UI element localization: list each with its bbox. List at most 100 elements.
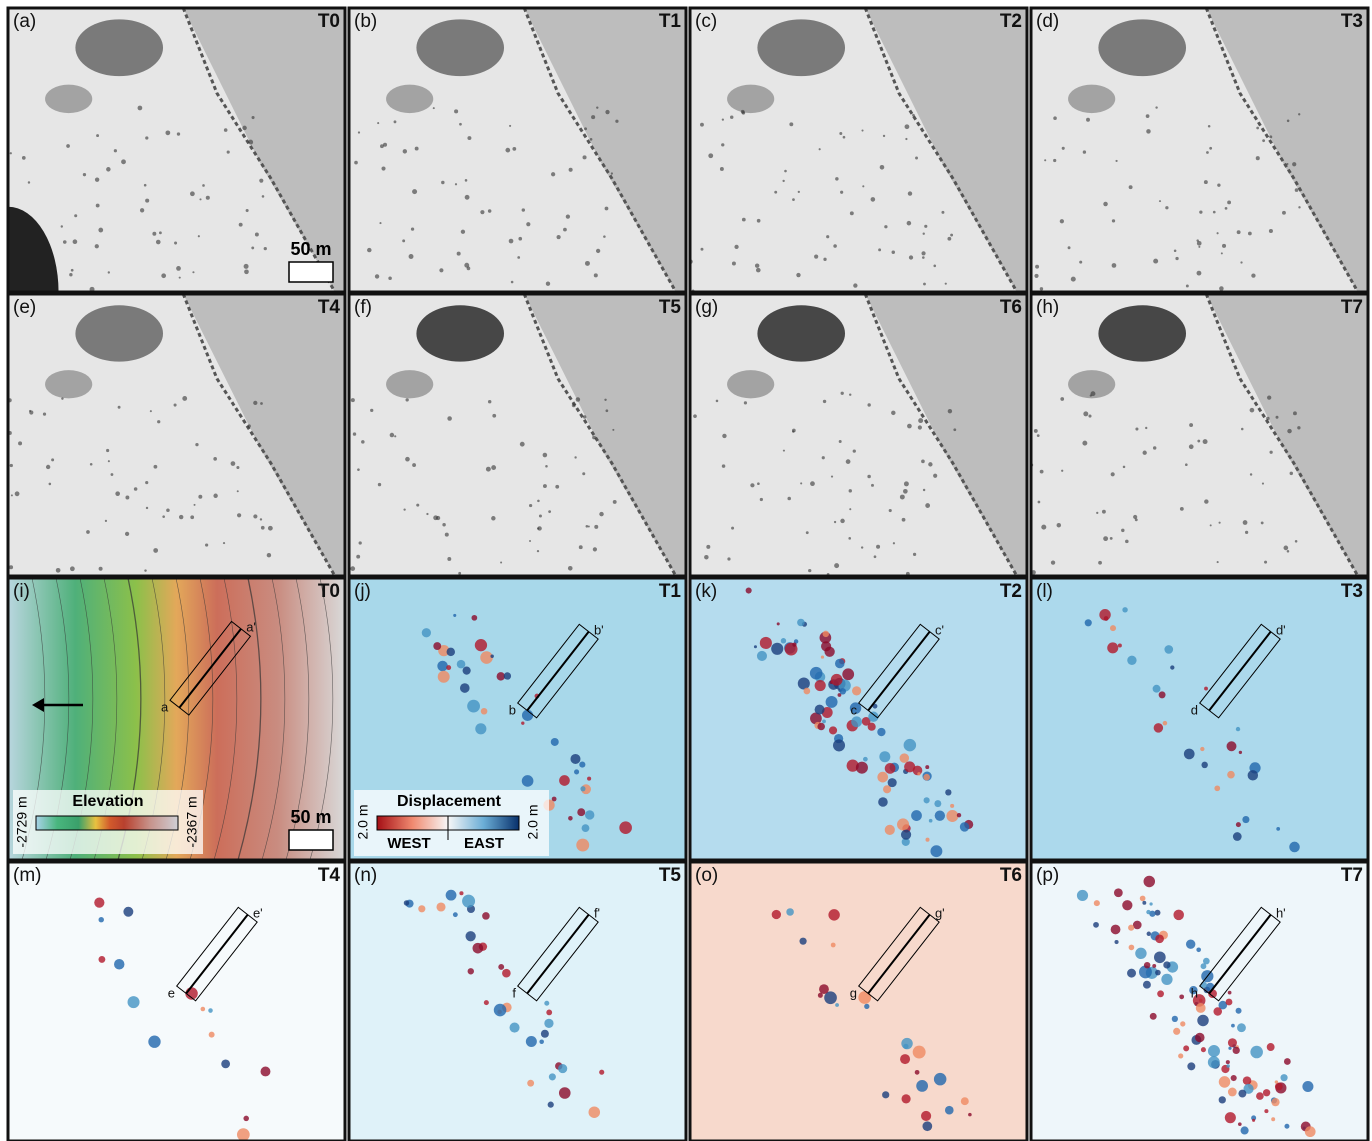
boulder: [354, 160, 358, 165]
displacement-patch: [911, 810, 922, 821]
boulder: [1175, 256, 1179, 261]
boulder: [1224, 206, 1228, 210]
boulder: [741, 217, 746, 222]
boulder: [867, 403, 871, 407]
rock-outcrop: [727, 84, 775, 114]
boulder: [604, 398, 607, 401]
panel-image: [1031, 8, 1368, 292]
panel-label: (g): [695, 297, 718, 318]
displacement-patch: [828, 726, 838, 735]
boulder: [612, 499, 617, 504]
boulder: [903, 488, 908, 494]
boulder: [1098, 560, 1102, 565]
displacement-patch: [756, 650, 768, 661]
displacement-patch: [1238, 1089, 1247, 1098]
boulder: [242, 125, 247, 131]
boulder: [923, 282, 926, 286]
displacement-patch: [934, 810, 946, 821]
displacement-patch: [574, 769, 580, 775]
displacement-patch: [1152, 684, 1161, 693]
boulder: [1292, 162, 1297, 167]
profile: [516, 623, 599, 719]
displacement-patch: [855, 761, 868, 774]
boulder: [402, 149, 408, 154]
displacement-patch: [864, 1003, 870, 1010]
displacement-patch: [912, 1045, 926, 1059]
displacement-patch: [950, 803, 955, 808]
boulder: [845, 459, 851, 464]
boulder: [117, 405, 121, 409]
displacement-patch: [459, 683, 470, 693]
displacement-patch: [809, 666, 823, 680]
boulder: [18, 441, 23, 446]
displacement-patch: [1256, 1092, 1264, 1100]
boulder: [791, 428, 796, 433]
boulder: [1039, 287, 1044, 291]
boulder: [519, 441, 525, 447]
boulder: [226, 150, 230, 154]
panel-label: (j): [354, 581, 371, 602]
displacement-patch: [879, 751, 891, 763]
boulder: [173, 403, 177, 407]
boulder: [1216, 232, 1219, 235]
displacement-patch: [930, 845, 943, 858]
boulder: [199, 198, 202, 201]
displacement-patch: [830, 942, 836, 948]
displacement-patch: [1158, 691, 1166, 699]
displacement-patch: [901, 1094, 911, 1104]
displacement-patch: [579, 761, 586, 768]
panel-border: [6, 576, 347, 862]
boulder: [797, 190, 800, 194]
boulder: [162, 515, 165, 518]
boulder: [107, 271, 110, 274]
displacement-patch: [544, 1018, 554, 1028]
boulder: [374, 274, 380, 279]
boulder: [14, 491, 20, 497]
panel-time: T0: [318, 11, 340, 32]
boulder: [254, 232, 259, 237]
displacement-patch: [821, 641, 832, 652]
boulder: [922, 232, 925, 235]
boulder: [774, 190, 778, 194]
displacement-patch: [236, 1128, 250, 1141]
panel-label: (o): [695, 865, 718, 886]
displacement-patch: [1178, 1053, 1184, 1059]
boulder: [567, 565, 573, 571]
boulder: [848, 489, 852, 493]
boulder: [593, 273, 598, 278]
boulder: [361, 440, 365, 444]
boulder: [1089, 394, 1092, 397]
displacement-patch: [1109, 625, 1117, 632]
displacement-patch: [587, 776, 592, 781]
displacement-patch: [1128, 944, 1135, 951]
boulder: [571, 403, 576, 408]
legend-east: EAST: [464, 835, 504, 852]
boulder: [121, 159, 126, 165]
boulder: [849, 508, 852, 511]
displacement-patch: [1226, 1064, 1230, 1068]
displacement-patch: [1237, 1122, 1242, 1126]
boulder: [852, 449, 856, 453]
boulder: [381, 166, 386, 171]
displacement-patch: [858, 991, 872, 1004]
boulder: [594, 524, 599, 529]
displacement-patch: [1127, 655, 1137, 665]
displacement-patch: [433, 642, 442, 651]
profile-line: [178, 628, 242, 709]
boulder: [565, 214, 571, 219]
displacement-patch: [1155, 969, 1161, 976]
displacement-patch: [1157, 990, 1164, 998]
displacement-patch: [546, 1009, 553, 1016]
displacement-patch: [200, 1006, 206, 1012]
rock-outcrop: [1068, 370, 1116, 399]
boulder: [715, 399, 719, 403]
displacement-patch: [799, 937, 807, 945]
boulder: [1173, 249, 1177, 253]
displacement-patch: [832, 739, 846, 752]
contour: [213, 578, 238, 860]
panel: (m) T4 e e': [6, 860, 347, 1141]
boulder: [1249, 473, 1253, 476]
boulder: [358, 541, 362, 545]
displacement-map: [349, 862, 686, 1141]
displacement-patch: [114, 959, 125, 970]
